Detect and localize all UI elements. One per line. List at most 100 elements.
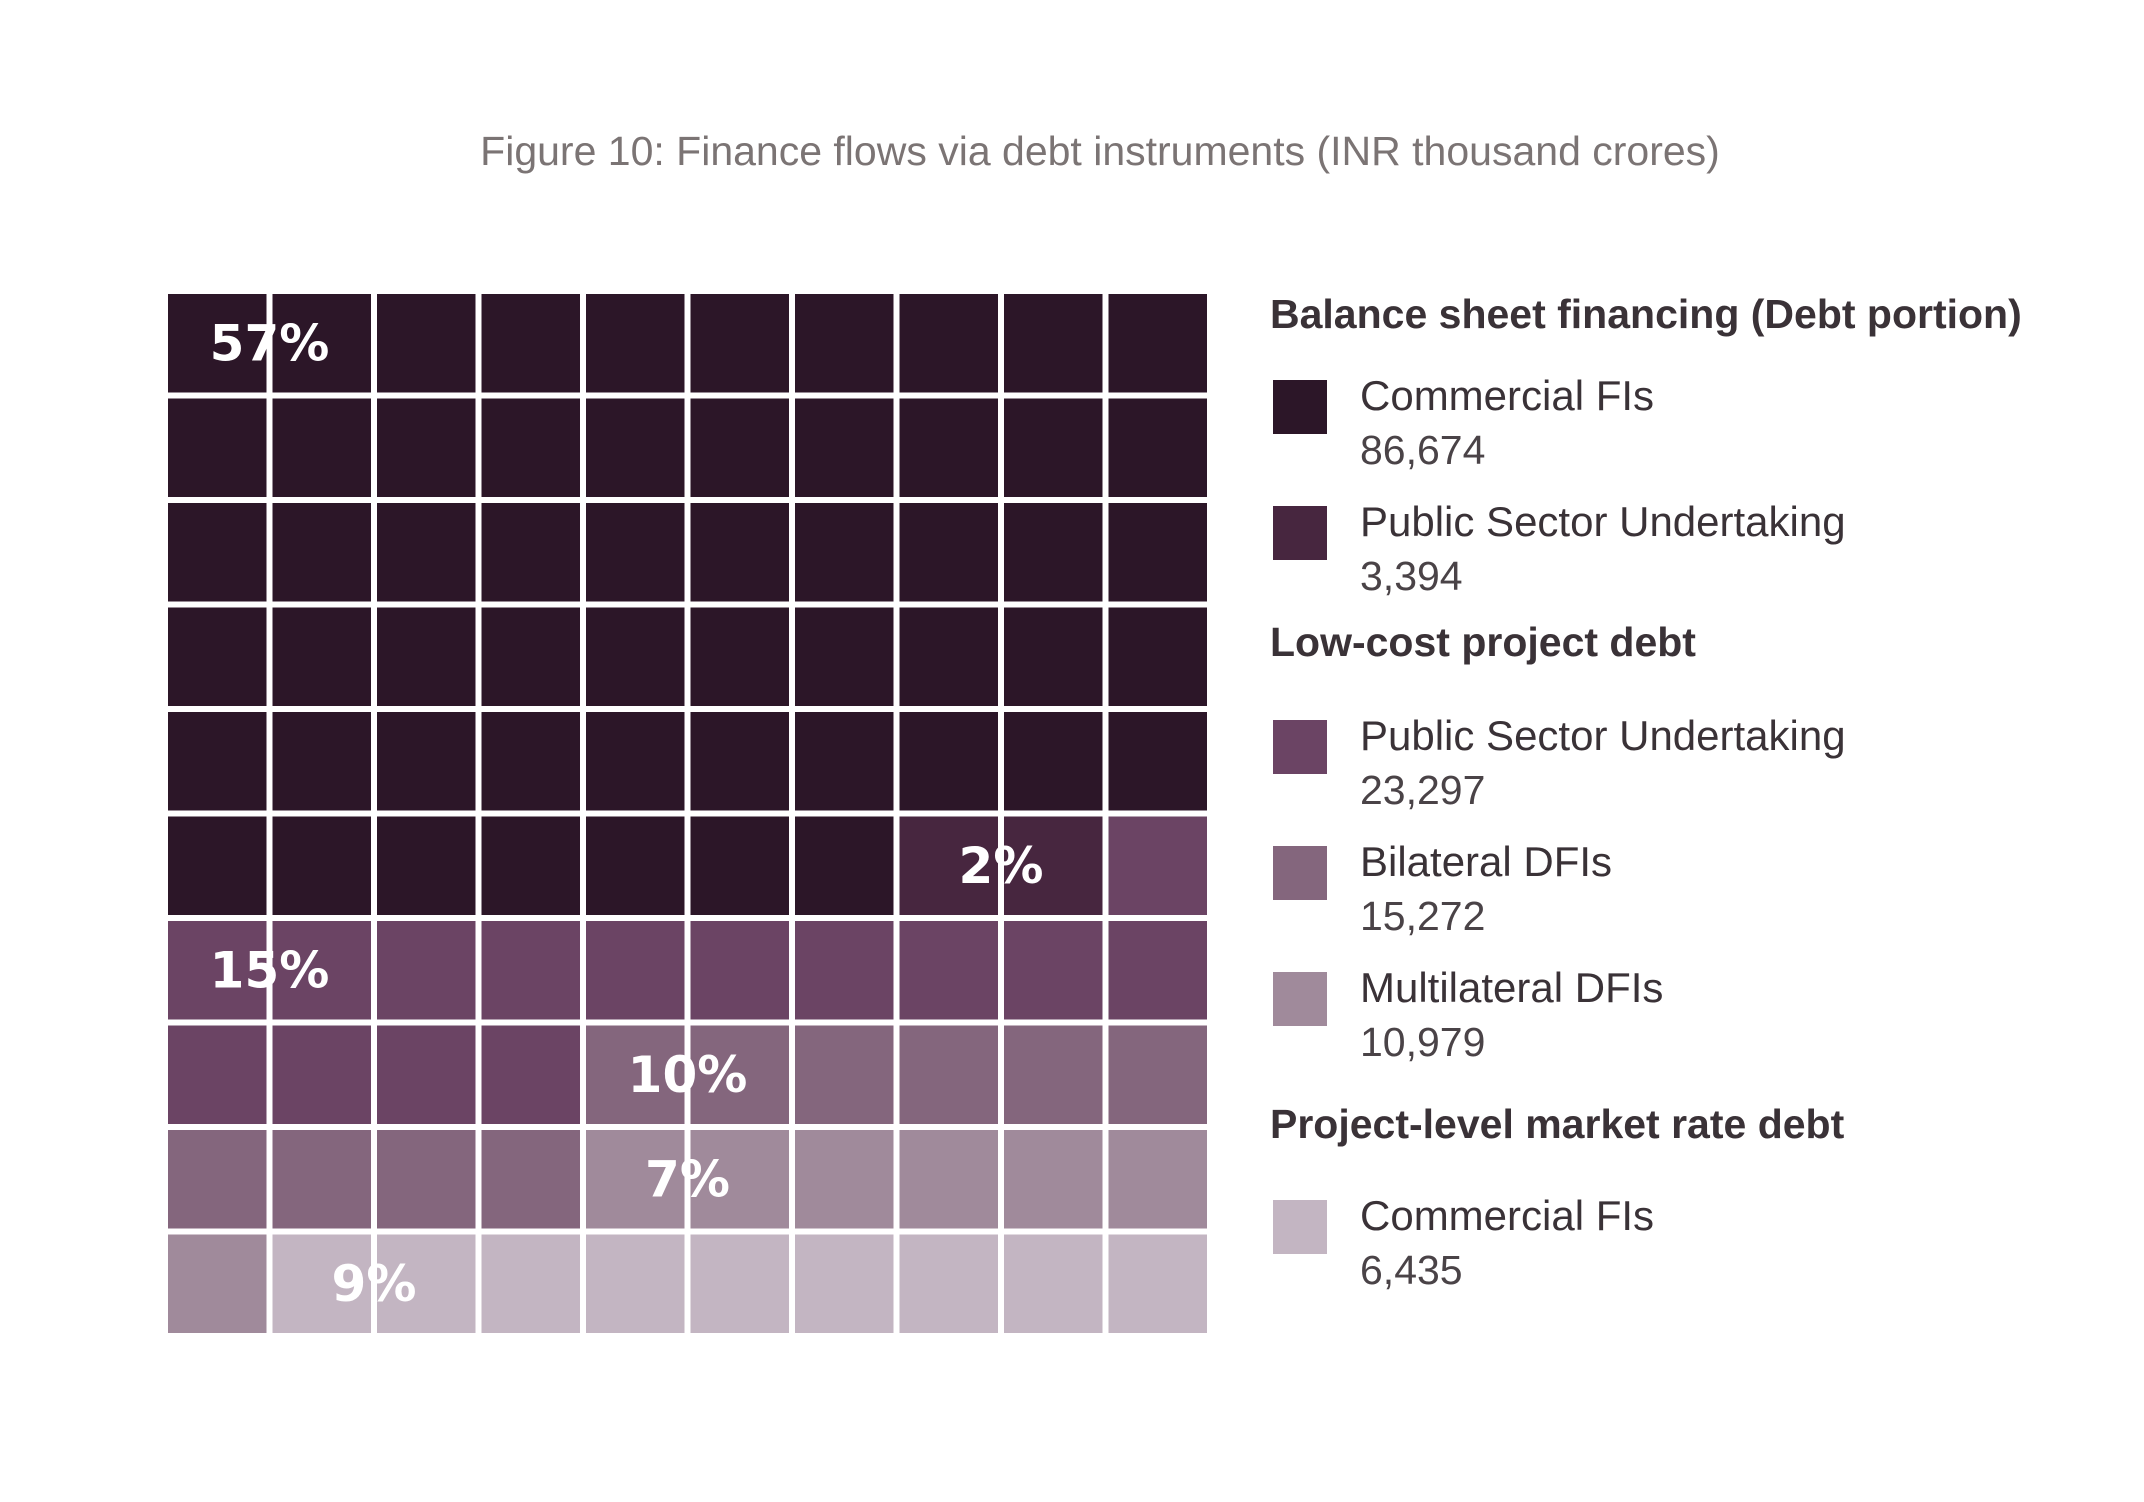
waffle-cell-bs-commercial	[168, 398, 267, 497]
waffle-grid: 57% 2% 15% 10% 7% 9%	[168, 294, 1207, 1333]
waffle-cell-lc-bilateral	[1108, 1025, 1207, 1124]
waffle-cell-lc-psu	[272, 1025, 371, 1124]
waffle-cell-lc-bilateral	[168, 1130, 267, 1229]
waffle-cell-bs-commercial	[690, 712, 789, 811]
waffle-cell-bs-commercial	[272, 503, 371, 602]
waffle-cell-pl-commercial	[377, 1234, 476, 1333]
waffle-cell-lc-psu	[481, 921, 580, 1020]
waffle-cell-lc-bilateral	[795, 1025, 894, 1124]
waffle-cell-bs-commercial	[481, 607, 580, 706]
waffle-cell-lc-psu	[899, 921, 998, 1020]
waffle-cell-lc-bilateral	[586, 1025, 685, 1124]
waffle-cell-pl-commercial	[1108, 1234, 1207, 1333]
waffle-cell-lc-bilateral	[272, 1130, 371, 1229]
waffle-cell-lc-multilateral	[1004, 1130, 1103, 1229]
waffle-cell-lc-psu	[795, 921, 894, 1020]
waffle-cell-bs-commercial	[377, 712, 476, 811]
waffle-cell-bs-commercial	[1004, 294, 1103, 393]
waffle-cell-bs-commercial	[272, 607, 371, 706]
percent-label-bs-commercial: 57%	[210, 314, 330, 372]
legend-item-value: 86,674	[1360, 427, 1486, 473]
waffle-cell-bs-psu	[1004, 816, 1103, 915]
waffle-cell-bs-commercial	[481, 294, 580, 393]
waffle-cell-bs-commercial	[586, 607, 685, 706]
waffle-cell-lc-multilateral	[1108, 1130, 1207, 1229]
waffle-cell-bs-commercial	[272, 398, 371, 497]
waffle-cell-bs-commercial	[795, 816, 894, 915]
waffle-cell-pl-commercial	[690, 1234, 789, 1333]
waffle-cell-bs-commercial	[168, 712, 267, 811]
waffle-cell-bs-commercial	[586, 398, 685, 497]
waffle-cell-bs-commercial	[795, 607, 894, 706]
legend-item-name: Bilateral DFIs	[1360, 838, 1613, 885]
waffle-cell-bs-commercial	[690, 816, 789, 915]
waffle-cell-bs-psu	[899, 816, 998, 915]
waffle-cell-bs-commercial	[795, 398, 894, 497]
legend-group-low-cost: Low-cost project debt Public Sector Unde…	[1270, 616, 2130, 1088]
legend-item-name: Multilateral DFIs	[1360, 964, 1664, 1011]
waffle-cell-bs-commercial	[586, 294, 685, 393]
waffle-cell-lc-multilateral	[899, 1130, 998, 1229]
waffle-cell-bs-commercial	[899, 294, 998, 393]
waffle-cell-lc-psu	[168, 921, 267, 1020]
waffle-cell-bs-commercial	[1004, 712, 1103, 811]
legend-group-balance-sheet: Balance sheet financing (Debt portion) C…	[1270, 288, 2130, 622]
waffle-cell-bs-commercial	[586, 712, 685, 811]
waffle-cell-bs-commercial	[168, 294, 267, 393]
legend-group-title: Project-level market rate debt	[1270, 1101, 1845, 1147]
waffle-cell-bs-commercial	[690, 607, 789, 706]
waffle-cell-bs-commercial	[377, 607, 476, 706]
waffle-cell-bs-commercial	[795, 503, 894, 602]
legend-swatch	[1273, 380, 1327, 434]
legend-group-title: Low-cost project debt	[1270, 619, 1696, 665]
waffle-cell-lc-bilateral	[481, 1130, 580, 1229]
waffle-cell-lc-psu	[1108, 816, 1207, 915]
waffle-cell-lc-multilateral	[690, 1130, 789, 1229]
waffle-cell-bs-commercial	[899, 607, 998, 706]
legend-item-name: Public Sector Undertaking	[1360, 712, 1846, 759]
percent-label-lc-bilateral: 10%	[628, 1046, 748, 1104]
waffle-cell-lc-multilateral	[168, 1234, 267, 1333]
legend-swatch	[1273, 506, 1327, 560]
waffle-cell-lc-bilateral	[377, 1130, 476, 1229]
waffle-cell-lc-psu	[168, 1025, 267, 1124]
waffle-cell-bs-commercial	[377, 503, 476, 602]
waffle-cell-lc-psu	[377, 921, 476, 1020]
waffle-cell-bs-commercial	[1108, 607, 1207, 706]
waffle-cell-bs-commercial	[168, 503, 267, 602]
waffle-cell-bs-commercial	[481, 712, 580, 811]
legend-item-value: 23,297	[1360, 767, 1486, 813]
waffle-cell-lc-psu	[377, 1025, 476, 1124]
percent-label-lc-psu: 15%	[210, 941, 330, 999]
legend-item-commercial-fis: Commercial FIs 6,435	[1270, 1190, 2130, 1316]
waffle-cell-bs-commercial	[481, 816, 580, 915]
legend-item-multilateral-dfis: Multilateral DFIs 10,979	[1270, 962, 2130, 1088]
waffle-cell-lc-psu	[272, 921, 371, 1020]
waffle-cell-bs-commercial	[1108, 294, 1207, 393]
waffle-cell-bs-commercial	[690, 398, 789, 497]
waffle-cell-bs-commercial	[795, 294, 894, 393]
waffle-cell-lc-bilateral	[690, 1025, 789, 1124]
legend-item-value: 6,435	[1360, 1247, 1463, 1293]
percent-label-pl-commercial: 9%	[332, 1255, 417, 1313]
legend-swatch	[1273, 972, 1327, 1026]
waffle-cell-bs-commercial	[586, 503, 685, 602]
waffle-cell-pl-commercial	[899, 1234, 998, 1333]
waffle-cell-bs-commercial	[272, 712, 371, 811]
legend-item-public-sector-undertaking: Public Sector Undertaking 3,394	[1270, 496, 2130, 622]
legend-item-name: Public Sector Undertaking	[1360, 498, 1846, 545]
waffle-cell-bs-commercial	[1004, 607, 1103, 706]
waffle-cell-lc-multilateral	[795, 1130, 894, 1229]
legend-item-commercial-fis: Commercial FIs 86,674	[1270, 370, 2130, 496]
percent-label-lc-multilateral: 7%	[645, 1150, 730, 1208]
waffle-cell-bs-commercial	[899, 503, 998, 602]
waffle-cell-bs-commercial	[1108, 712, 1207, 811]
waffle-cell-lc-multilateral	[586, 1130, 685, 1229]
waffle-cell-lc-psu	[1004, 921, 1103, 1020]
percent-label-bs-psu: 2%	[959, 837, 1044, 895]
waffle-cell-bs-commercial	[899, 712, 998, 811]
legend-swatch	[1273, 846, 1327, 900]
legend-item-value: 15,272	[1360, 893, 1486, 939]
legend-item-name: Commercial FIs	[1360, 1192, 1655, 1239]
legend-item-public-sector-undertaking: Public Sector Undertaking 23,297	[1270, 710, 2130, 836]
